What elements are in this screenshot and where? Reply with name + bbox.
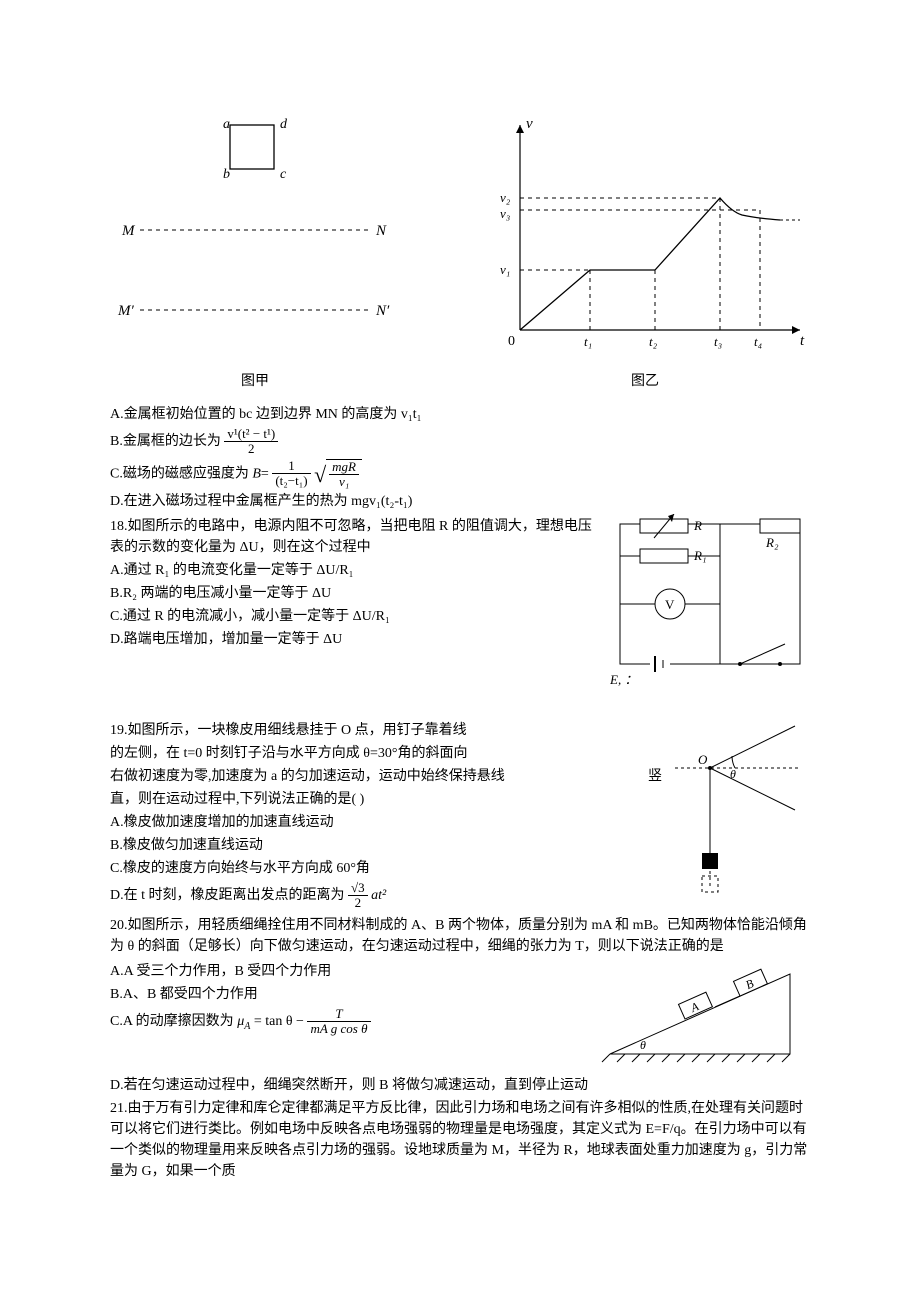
figure-yi: v t 0 v₁ v₃ v₂ t₁ <box>480 110 810 392</box>
lbl-d: d <box>280 117 288 132</box>
lbl-Np: N′ <box>375 303 390 319</box>
opt17-B: B.金属框的边长为 v¹(t² − t¹) 2 <box>110 427 810 457</box>
opt17-D-text: 在进入磁场过程中金属框产生的热为 mgv₁(t₂-t₁) <box>124 494 413 509</box>
fig2-caption: 图乙 <box>480 371 810 392</box>
q19-theta: θ <box>730 767 736 781</box>
opt17-B-frac: v¹(t² − t¹) 2 <box>224 427 278 457</box>
fig1-svg: a d b c M N M′ N′ <box>110 110 400 360</box>
opt17-B-den: 2 <box>224 442 278 456</box>
q19-D-den: 2 <box>348 896 368 910</box>
q18-block: R R₂ R₁ V E, ： <box>110 514 810 718</box>
q20-C-den: mA g cos θ <box>307 1022 370 1036</box>
q19-D-pre: D.在 t 时刻，橡皮距离出发点的距离为 <box>110 888 345 903</box>
opt17-C-frac1: 1 (t₂−t₁) <box>272 459 310 489</box>
q20-stem: 20.如图所示，用轻质细绳拴住用不同材料制成的 A、B 两个物体，质量分别为 m… <box>110 915 810 957</box>
lbl-N: N <box>375 223 387 239</box>
opt17-C-B: B <box>252 466 261 481</box>
fig1-caption: 图甲 <box>110 371 400 392</box>
xlab-t4: t₄ <box>754 334 763 349</box>
q18-R: R <box>693 518 702 533</box>
figure-row: a d b c M N M′ N′ 图甲 v <box>110 110 810 392</box>
opt17-C-pre: 磁场的磁感应强度为 <box>123 466 253 481</box>
opt17-B-pre: 金属框的边长为 <box>123 434 221 449</box>
opt17-C-f1d: (t₂−t₁) <box>272 474 310 488</box>
opt17-C-eq: = <box>261 466 269 481</box>
opt17-C-sqd: v₁ <box>329 475 359 489</box>
q21-text: 21.由于万有引力定律和库仑定律都满足平方反比律，因此引力场和电场之间有许多相似… <box>110 1098 810 1182</box>
lbl-b: b <box>223 167 230 182</box>
q18-R1: R₁ <box>693 548 706 563</box>
opt17-A-text: 金属框初始位置的 bc 边到边界 MN 的高度为 v₁t₁ <box>124 407 422 422</box>
q18-E: E, ： <box>610 672 637 687</box>
opt17-A: A.金属框初始位置的 bc 边到边界 MN 的高度为 v₁t₁ <box>110 404 810 425</box>
lbl-M: M <box>121 223 136 239</box>
q18-V: V <box>665 597 675 612</box>
xlab-t2: t₂ <box>649 334 658 349</box>
opt17-C-f1n: 1 <box>272 459 310 474</box>
q19-fig: O θ <box>670 718 810 898</box>
q20-D-opt: D.若在匀速运动过程中，细绳突然断开，则 B 将做匀减速运动，直到停止运动 <box>110 1075 810 1096</box>
q20-C-sub: A <box>244 1021 250 1032</box>
origin-0: 0 <box>508 334 515 349</box>
opt17-C-sqrt: √ mgR v₁ <box>314 459 362 490</box>
q19-D-post: at² <box>368 888 387 903</box>
lbl-Mp: M′ <box>117 303 134 319</box>
q19-O: O <box>698 752 708 767</box>
lbl-a: a <box>223 117 230 132</box>
opt17-B-num: v¹(t² − t¹) <box>224 427 278 442</box>
figure-jia: a d b c M N M′ N′ 图甲 <box>110 110 400 392</box>
xlab-t1: t₁ <box>584 334 592 349</box>
q19-l3b: 竖 <box>648 766 662 787</box>
q20-fig: A B θ <box>600 959 810 1069</box>
q20-C-pre: C.A 的动摩擦因数为 <box>110 1014 237 1029</box>
axis-v: v <box>526 116 533 132</box>
q20-C-num: T <box>307 1007 370 1022</box>
opt17-D: D.在进入磁场过程中金属框产生的热为 mgv₁(t₂-t₁) <box>110 491 810 512</box>
opt17-C: C.磁场的磁感应强度为 B= 1 (t₂−t₁) √ mgR v₁ <box>110 459 810 490</box>
q19-D-num: √3 <box>348 881 368 896</box>
q20-theta: θ <box>640 1038 646 1052</box>
q19-block: O θ 19.如图所示，一块橡皮用细线悬挂于 O 点，用钉子靠着线 的左侧，在 … <box>110 718 810 913</box>
lbl-c: c <box>280 167 287 182</box>
ylab-v1: v₁ <box>500 262 510 277</box>
xlab-t3: t₃ <box>714 334 722 349</box>
ylab-v2: v₂ <box>500 190 511 205</box>
opt17-C-sqn: mgR <box>329 460 359 475</box>
q18-R2: R₂ <box>765 535 779 550</box>
q19-l3a: 右做初速度为零,加速度为 a 的匀加速运动，运动中始终保持悬线 <box>110 769 505 784</box>
fig2-svg: v t 0 v₁ v₃ v₂ t₁ <box>480 110 810 360</box>
axis-t: t <box>800 333 805 349</box>
q18-fig: R R₂ R₁ V E, ： <box>610 514 810 714</box>
ylab-v3: v₃ <box>500 206 510 221</box>
q20-block: A B θ A.A 受三个力作用，B 受四个力作用 B.A、B 都受四个力作用 … <box>110 959 810 1073</box>
q20-C-eq: = tan θ − <box>254 1014 308 1029</box>
